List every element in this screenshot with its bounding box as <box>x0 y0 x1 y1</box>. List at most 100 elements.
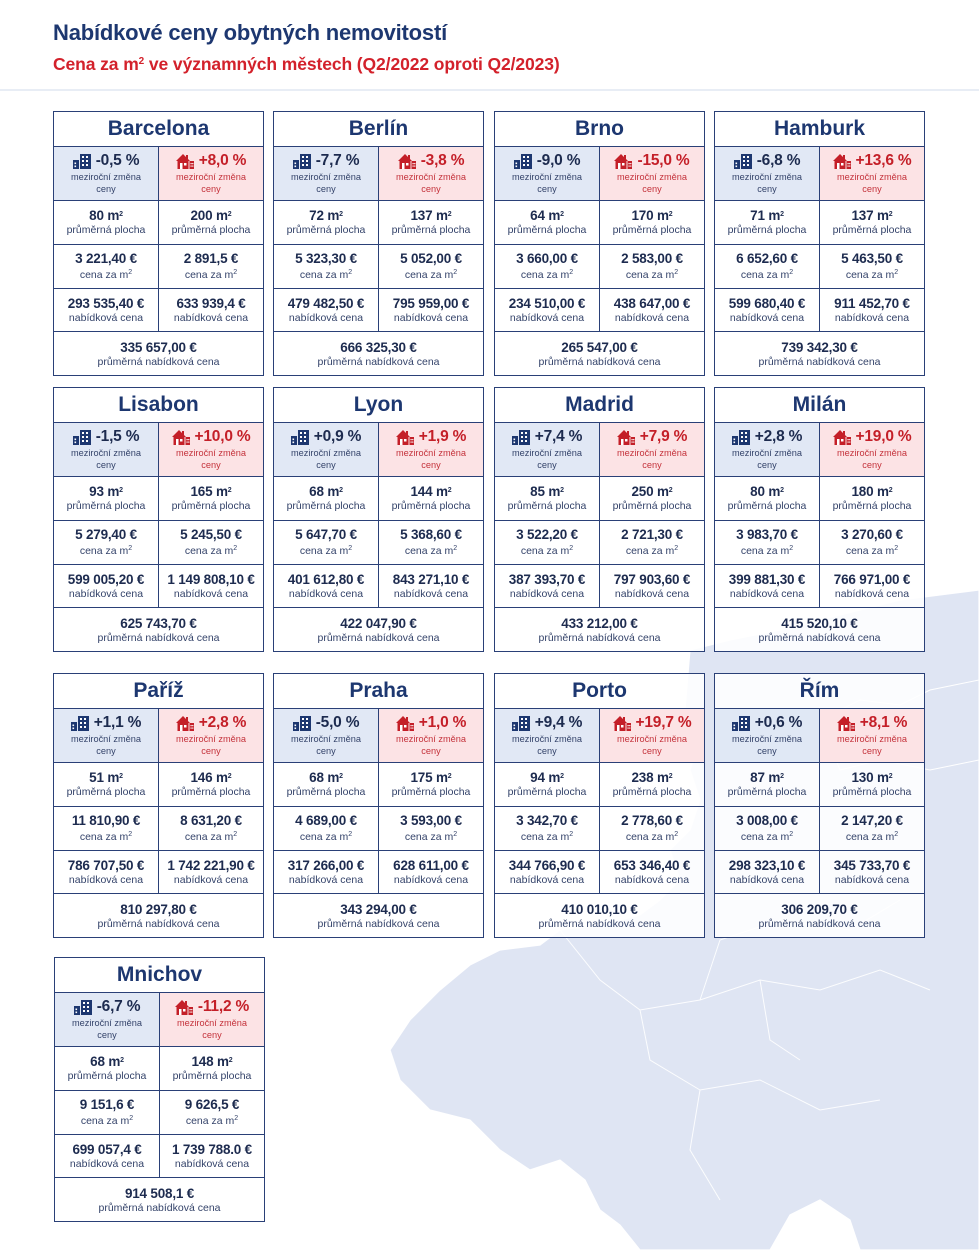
flat-offer-cell: 599 005,20 € nabídková cena <box>54 565 158 608</box>
flat-sqm-cell: 5 279,40 € cena za m2 <box>54 521 158 564</box>
change-row: -1,5 % meziroční změna ceny +10,0 % meziročn… <box>54 423 263 477</box>
house-sqm-cell: 5 463,50 € cena za m2 <box>819 244 924 288</box>
apartment-building-icon <box>73 999 92 1015</box>
house-sqm-cell: 5 052,00 € cena za m2 <box>378 244 483 288</box>
house-area-cell: 170 m2 průměrná plocha <box>599 201 704 244</box>
offer-label: nabídková cena <box>68 311 144 324</box>
flat-area-value: 94 m <box>530 770 561 786</box>
change-label: meziroční změna ceny <box>177 1018 247 1040</box>
area-label: průměrná plocha <box>612 786 692 799</box>
flat-change-cell: -9,0 % meziroční změna ceny <box>495 147 599 200</box>
flat-sqm-cell: 11 810,90 € cena za m2 <box>54 807 158 850</box>
flat-offer-cell: 699 057,4 € nabídková cena <box>55 1135 159 1178</box>
flat-area-value: 80 m <box>89 208 120 224</box>
flat-change-value: -7,7 % <box>315 152 360 169</box>
flat-change-cell: -6,8 % meziroční změna ceny <box>715 147 819 200</box>
house-offer-cell: 843 271,10 € nabídková cena <box>378 564 483 608</box>
house-change-value: +10,0 % <box>194 428 251 445</box>
offer-label: nabídková cena <box>69 1157 145 1170</box>
city-card-6: Madrid +7,4 % meziroční změna ceny +7,9 % mez… <box>494 387 705 652</box>
house-area-value: 137 m <box>851 208 889 224</box>
house-icon <box>397 153 416 169</box>
area-label: průměrná plocha <box>612 500 692 513</box>
change-label: meziroční změna ceny <box>617 448 687 470</box>
page-subtitle: Cena za m2 ve významných městech (Q2/202… <box>53 54 560 75</box>
offer-row: 401 612,80 € nabídková cena 843 271,10 € na… <box>274 564 483 609</box>
flat-sqm-value: 5 323,30 € <box>295 251 357 267</box>
avg-offer-label: průměrná nabídková cena <box>758 631 881 644</box>
house-change-cell: -3,8 % meziroční změna ceny <box>378 147 483 200</box>
house-sqm-value: 5 368,60 € <box>400 527 462 543</box>
house-offer-value: 843 271,10 € <box>392 571 470 587</box>
flat-offer-cell: 234 510,00 € nabídková cena <box>495 289 599 332</box>
change-row: +1,1 % meziroční změna ceny +2,8 % meziroční… <box>54 709 263 763</box>
avg-offer-row: 265 547,00 € průměrná nabídková cena <box>495 332 704 375</box>
flat-sqm-cell: 5 647,70 € cena za m2 <box>274 521 378 564</box>
house-area-value: 165 m <box>190 484 228 500</box>
change-row: -6,8 % meziroční změna ceny +13,6 % meziročn… <box>715 147 924 201</box>
house-offer-cell: 1 149 808,10 € nabídková cena <box>158 564 263 608</box>
avg-offer-cell: 625 743,70 € průměrná nabídková cena <box>54 608 263 651</box>
change-label: meziroční změna ceny <box>617 734 687 756</box>
area-row: 68 m2 průměrná plocha 148 m2 průměrná ploch… <box>55 1047 264 1091</box>
price-sqm-label: cena za m2 <box>404 545 458 558</box>
avg-offer-row: 810 297,80 € průměrná nabídková cena <box>54 894 263 937</box>
house-offer-cell: 1 742 221,90 € nabídková cena <box>158 850 263 894</box>
change-row: -5,0 % meziroční změna ceny +1,0 % meziroční… <box>274 709 483 763</box>
area-label: průměrná plocha <box>286 786 366 799</box>
city-card-7: Milán +2,8 % meziroční změna ceny +19,0 % mez… <box>714 387 925 652</box>
change-row: +9,4 % meziroční změna ceny +19,7 % meziročn… <box>495 709 704 763</box>
change-row: -0,5 % meziroční změna ceny +8,0 % meziroční… <box>54 147 263 201</box>
avg-offer-cell: 739 342,30 € průměrná nabídková cena <box>715 332 924 375</box>
house-area-value: 130 m <box>851 770 889 786</box>
city-card-9: Praha -5,0 % meziroční změna ceny +1,0 % mezi… <box>273 673 484 938</box>
house-sqm-value: 5 463,50 € <box>841 251 903 267</box>
change-label: meziroční změna ceny <box>71 172 141 194</box>
offer-label: nabídková cena <box>68 873 144 886</box>
area-label: průměrná plocha <box>832 224 912 237</box>
page-title: Nabídkové ceny obytných nemovitostí <box>53 20 447 45</box>
flat-area-cell: 93 m2 průměrná plocha <box>66 484 146 513</box>
change-label: meziroční změna ceny <box>176 734 246 756</box>
house-sqm-value: 5 245,50 € <box>180 527 242 543</box>
house-change-value: +7,9 % <box>639 428 688 445</box>
house-offer-cell: 795 959,00 € nabídková cena <box>378 288 483 332</box>
house-sqm-value: 9 626,5 € <box>184 1097 240 1113</box>
offer-label: nabídková cena <box>834 587 910 600</box>
city-card-3: Hamburk -6,8 % meziroční změna ceny +13,6 % m… <box>714 111 925 376</box>
apartment-building-icon <box>72 153 91 169</box>
house-offer-value: 795 959,00 € <box>392 295 470 311</box>
flat-sqm-value: 3 221,40 € <box>75 251 137 267</box>
house-change-cell: +2,8 % meziroční změna ceny <box>158 709 263 762</box>
price-sqm-label: cena za m2 <box>404 269 458 282</box>
house-area-cell: 238 m2 průměrná plocha <box>599 763 704 806</box>
house-area-cell: 144 m2 průměrná plocha <box>378 477 483 520</box>
flat-sqm-cell: 6 652,60 € cena za m2 <box>715 245 819 288</box>
price-sqm-label: cena za m2 <box>184 269 238 282</box>
house-offer-cell: 797 903,60 € nabídková cena <box>599 564 704 608</box>
flat-change-cell: +0,9 % meziroční změna ceny <box>274 423 378 476</box>
avg-offer-value: 422 047,90 € <box>340 615 417 631</box>
flat-area-value: 87 m <box>750 770 781 786</box>
house-icon <box>171 429 190 445</box>
avg-offer-label: průměrná nabídková cena <box>538 355 661 368</box>
offer-label: nabídková cena <box>288 587 364 600</box>
flat-offer-value: 317 266,00 € <box>287 857 365 873</box>
apartment-building-icon <box>731 715 750 731</box>
area-label: průměrná plocha <box>832 786 912 799</box>
city-card-0: Barcelona -0,5 % meziroční změna ceny +8,0 %… <box>53 111 264 376</box>
price-sqm-label: cena za m2 <box>845 545 899 558</box>
price-sqm-label: cena za m2 <box>184 831 238 844</box>
change-label: meziroční změna ceny <box>617 172 687 194</box>
change-label: meziroční změna ceny <box>837 734 907 756</box>
avg-offer-cell: 343 294,00 € průměrná nabídková cena <box>274 894 483 937</box>
house-offer-cell: 438 647,00 € nabídková cena <box>599 288 704 332</box>
house-icon <box>175 715 194 731</box>
offer-label: nabídková cena <box>729 311 805 324</box>
flat-change-value: -0,5 % <box>95 152 140 169</box>
offer-label: nabídková cena <box>834 311 910 324</box>
avg-offer-value: 410 010,10 € <box>561 901 638 917</box>
area-label: průměrná plocha <box>66 786 146 799</box>
avg-offer-value: 666 325,30 € <box>340 339 417 355</box>
offer-row: 399 881,30 € nabídková cena 766 971,00 € na… <box>715 564 924 609</box>
